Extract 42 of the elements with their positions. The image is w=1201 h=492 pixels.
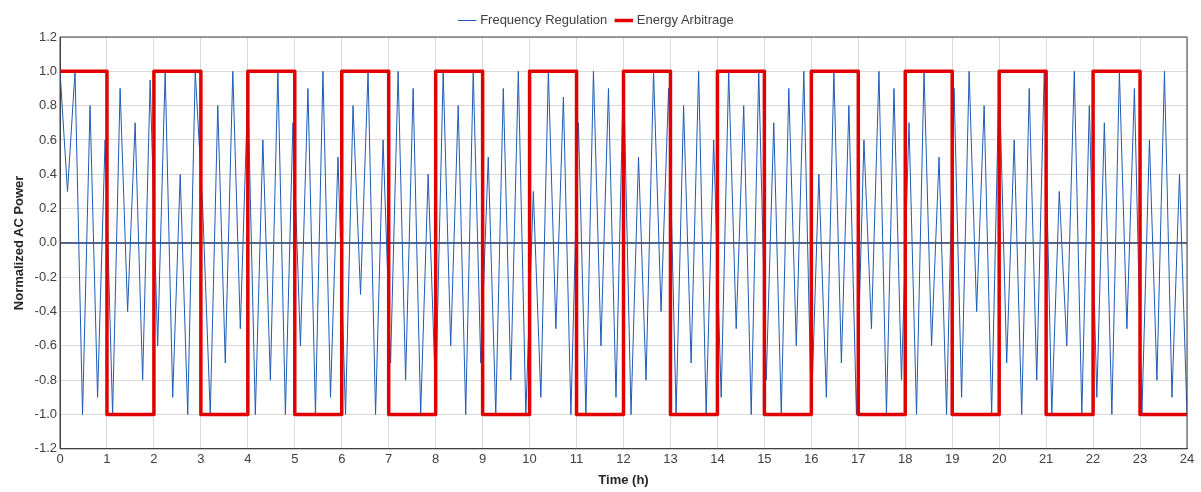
y-axis-title: Normalized AC Power [11, 175, 27, 311]
x-tick-label: 22 [1085, 451, 1101, 467]
y-tick-label: -0.4 [34, 303, 57, 319]
y-tick-label: 0.4 [38, 165, 57, 181]
x-tick-label: 5 [291, 451, 299, 467]
x-tick-label: 10 [522, 451, 537, 467]
legend-label: Frequency Regulation [480, 12, 608, 28]
y-tick-label: 1.0 [38, 62, 57, 78]
y-tick-label: -0.2 [34, 268, 57, 284]
x-axis-title: Time (h) [598, 471, 649, 487]
x-tick-label: 7 [385, 451, 393, 467]
x-tick-label: 1 [103, 451, 111, 467]
x-tick-label: 12 [616, 451, 631, 467]
y-tick-label: -1.0 [34, 406, 57, 422]
y-tick-label: 0.8 [38, 97, 57, 113]
x-tick-label: 18 [898, 451, 913, 467]
x-tick-label: 15 [757, 451, 772, 467]
y-tick-label: 0.0 [38, 234, 57, 250]
x-tick-label: 2 [150, 451, 158, 467]
x-tick-label: 17 [851, 451, 866, 467]
y-tick-label: 1.2 [38, 28, 57, 44]
y-tick-label: -0.6 [34, 337, 57, 353]
x-tick-label: 6 [338, 451, 346, 467]
y-tick-label: -0.8 [34, 371, 57, 387]
y-tick-label: 0.6 [38, 131, 57, 147]
x-tick-label: 4 [244, 451, 252, 467]
x-tick-label: 3 [197, 451, 205, 467]
x-tick-label: 19 [944, 451, 960, 467]
x-tick-label: 20 [991, 451, 1007, 467]
x-tick-label: 8 [432, 451, 440, 467]
legend-label: Energy Arbitrage [636, 12, 734, 28]
x-tick-label: 16 [804, 451, 819, 467]
x-tick-label: 11 [569, 451, 584, 467]
x-tick-label: 9 [479, 451, 487, 467]
x-tick-label: 14 [710, 451, 725, 467]
x-tick-label: 0 [56, 451, 64, 467]
x-tick-label: 21 [1038, 451, 1054, 467]
x-tick-label: 24 [1179, 451, 1195, 467]
y-tick-label: -1.2 [34, 440, 57, 456]
x-tick-label: 13 [663, 451, 678, 467]
x-tick-label: 23 [1132, 451, 1148, 467]
y-tick-label: 0.2 [38, 200, 57, 216]
